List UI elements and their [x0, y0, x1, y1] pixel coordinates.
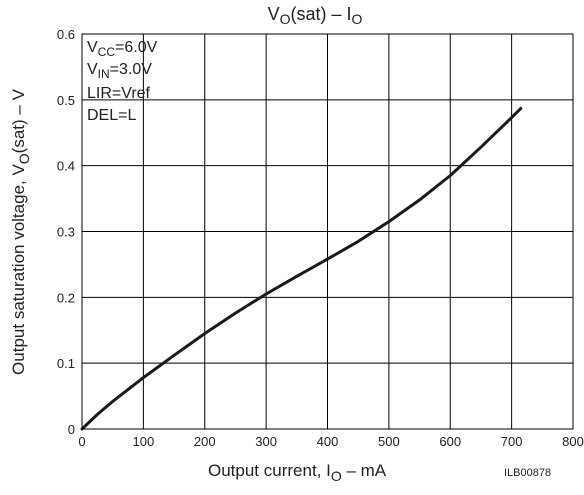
- chart-title: VO(sat) – IO: [268, 4, 363, 27]
- y-tick-label: 0.3: [57, 225, 75, 240]
- tick-labels: 0 100 200 300 400 500 600 700 800 0 0.1 0.2 0.3 0.4 0.…: [57, 27, 584, 449]
- x-tick-label: 0: [78, 434, 85, 449]
- condition-del: DEL=L: [87, 107, 136, 124]
- series-line: [80, 106, 523, 431]
- x-tick-label: 300: [255, 434, 277, 449]
- x-tick-label: 800: [562, 434, 584, 449]
- x-tick-label: 200: [194, 434, 216, 449]
- y-tick-label: 0.5: [57, 93, 75, 108]
- y-tick-label: 0.2: [57, 290, 75, 305]
- x-tick-label: 400: [317, 434, 339, 449]
- x-tick-label: 100: [133, 434, 155, 449]
- x-tick-label: 600: [439, 434, 461, 449]
- x-axis-label: Output current, IO – mA: [208, 461, 387, 484]
- y-tick-label: 0.1: [57, 356, 75, 371]
- y-tick-label: 0.6: [57, 27, 75, 42]
- x-tick-label: 700: [501, 434, 523, 449]
- x-tick-label: 500: [378, 434, 400, 449]
- y-axis-label: Output saturation voltage, VO(sat) – V: [9, 88, 32, 375]
- figure-code-label: ILB00878: [504, 467, 551, 479]
- condition-lir: LIR=Vref: [87, 85, 151, 102]
- condition-vcc: VCC=6.0V: [87, 39, 158, 59]
- series-layer: [80, 106, 523, 431]
- plot-frame: [81, 33, 574, 430]
- y-tick-label: 0.4: [57, 159, 75, 174]
- condition-vin: VIN=3.0V: [87, 61, 152, 81]
- y-tick-label: 0: [68, 422, 75, 437]
- grid-lines: [82, 34, 573, 429]
